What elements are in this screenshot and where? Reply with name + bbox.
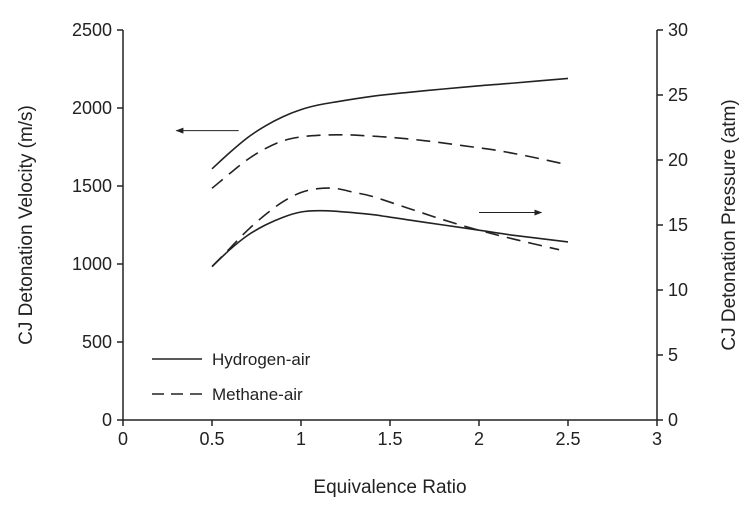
x-tick-label: 2.5 <box>555 429 580 449</box>
right-y-tick-label: 15 <box>668 215 688 235</box>
left-y-tick-label: 1000 <box>72 254 112 274</box>
left-axis-ticks: 0 500 1000 1500 2000 2500 <box>72 20 123 430</box>
series-line-hydrogen-air-velocity <box>211 77 569 170</box>
left-axis-title: CJ Detonation Velocity (m/s) <box>16 105 37 345</box>
annotation-layer <box>175 127 543 216</box>
right-y-tick-label: 0 <box>668 410 678 430</box>
left-y-tick-label: 500 <box>82 332 112 352</box>
series-line-methane-air-pressure <box>211 187 560 268</box>
x-tick-label: 2 <box>474 429 484 449</box>
right-axis-title: CJ Detonation Pressure (atm) <box>719 99 740 350</box>
legend: Hydrogen-air Methane-air <box>152 350 311 404</box>
left-y-tick-label: 1500 <box>72 176 112 196</box>
series-line-hydrogen-air-pressure <box>211 209 569 268</box>
right-axis-ticks: 0 5 10 15 20 25 30 <box>657 20 688 430</box>
series-line-methane-air-velocity <box>211 133 569 189</box>
left-y-tick-label: 0 <box>102 410 112 430</box>
legend-label-methane: Methane-air <box>212 385 303 404</box>
right-y-tick-label: 25 <box>668 85 688 105</box>
x-tick-label: 1.5 <box>377 429 402 449</box>
left-y-tick-label: 2000 <box>72 98 112 118</box>
right-y-tick-label: 10 <box>668 280 688 300</box>
x-axis-ticks: 0 0.5 1 1.5 2 2.5 3 <box>118 420 662 449</box>
x-tick-label: 1 <box>296 429 306 449</box>
legend-label-hydrogen: Hydrogen-air <box>212 350 311 369</box>
series-layer <box>211 77 569 268</box>
plot-frame <box>122 30 658 421</box>
right-y-tick-label: 20 <box>668 150 688 170</box>
right-y-tick-label: 30 <box>668 20 688 40</box>
x-tick-label: 0.5 <box>199 429 224 449</box>
x-tick-label: 3 <box>652 429 662 449</box>
right-y-tick-label: 5 <box>668 345 678 365</box>
x-tick-label: 0 <box>118 429 128 449</box>
x-axis-title: Equivalence Ratio <box>313 477 466 498</box>
left-y-tick-label: 2500 <box>72 20 112 40</box>
